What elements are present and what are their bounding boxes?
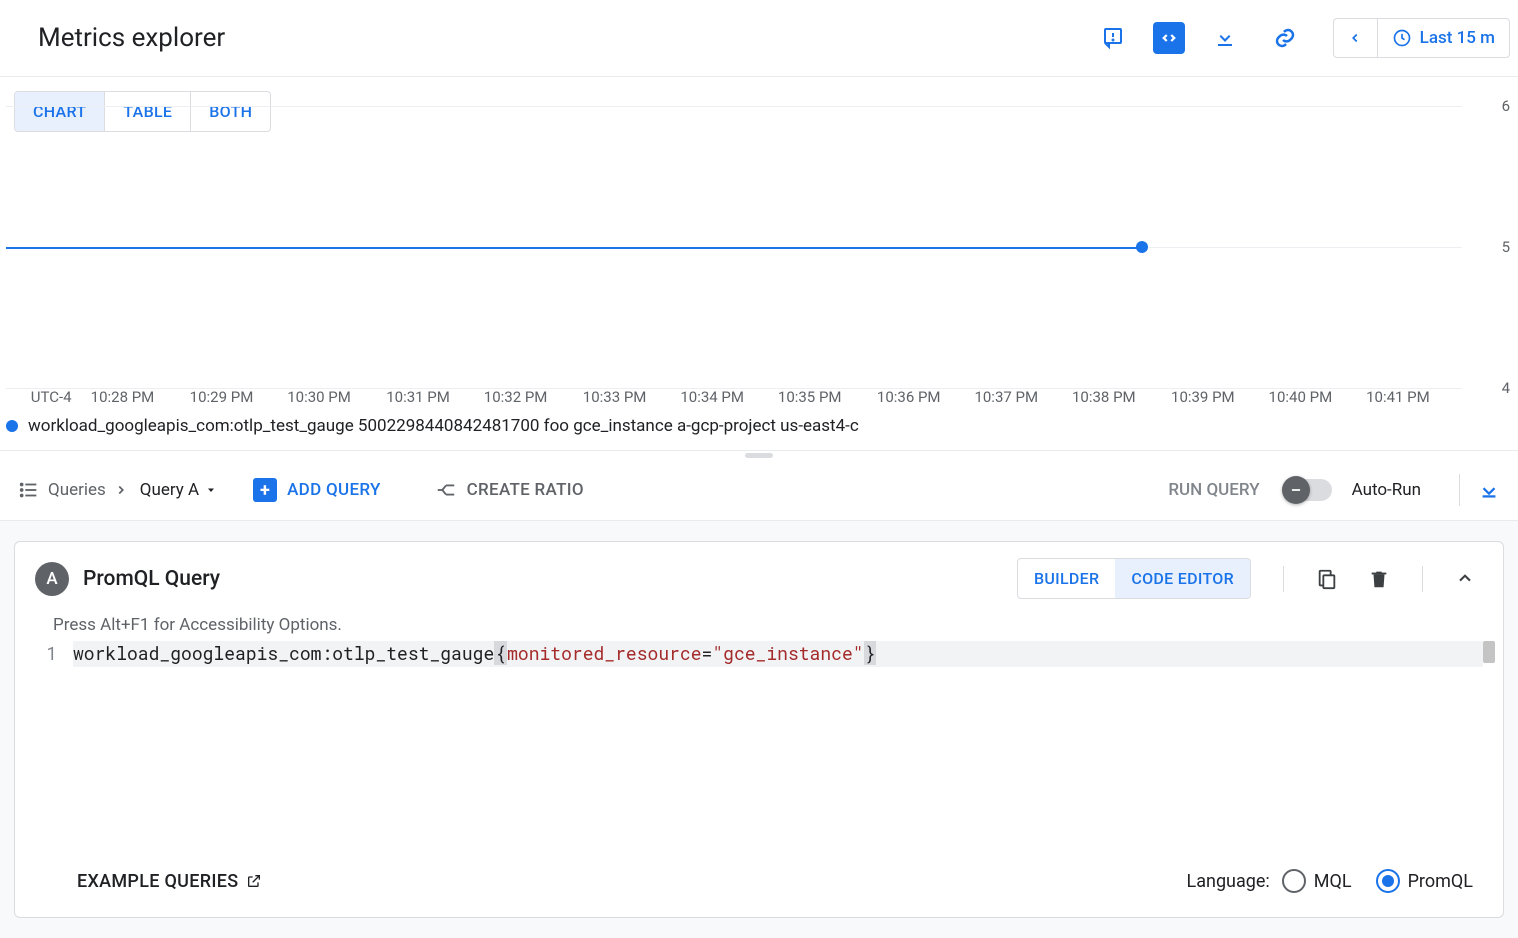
list-icon [18,479,40,501]
auto-run-toggle[interactable] [1284,479,1332,501]
editor-header: A PromQL Query BUILDER CODE EDITOR [15,542,1503,615]
query-badge: A [35,562,69,596]
page-title: Metrics explorer [38,23,1093,53]
header: Metrics explorer Last 15 m [0,0,1518,77]
x-tick-label: UTC-4 [31,388,72,406]
download-icon[interactable] [1205,18,1245,58]
line-number: 1 [43,641,73,849]
legend-marker [6,420,18,432]
toggle-knob [1282,476,1310,504]
example-queries-link[interactable]: EXAMPLE QUERIES [77,871,262,892]
radio-mql-label: MQL [1314,871,1352,892]
plus-icon: + [253,478,277,502]
caret-down-icon [205,484,217,496]
radio-promql[interactable]: PromQL [1376,869,1473,893]
copy-button[interactable] [1308,568,1346,590]
chart-plot[interactable] [6,106,1462,388]
legend-text: workload_googleapis_com:otlp_test_gauge … [28,416,859,436]
language-label: Language: [1187,871,1270,892]
code-content: workload_googleapis_com:otlp_test_gauge{… [73,641,1483,665]
add-query-label: ADD QUERY [287,480,381,500]
divider [1459,474,1460,506]
query-toolbar: Queries Query A + ADD QUERY CREATE RATIO… [0,460,1518,521]
x-tick-label: 10:28 PM [91,388,155,406]
collapse-button[interactable] [1478,479,1500,501]
mode-builder[interactable]: BUILDER [1018,559,1115,598]
y-tick-label: 4 [1502,379,1510,397]
mode-code-editor[interactable]: CODE EDITOR [1115,559,1250,598]
run-query-button[interactable]: RUN QUERY [1168,480,1259,500]
resize-handle[interactable] [0,451,1518,460]
example-queries-label: EXAMPLE QUERIES [77,871,238,892]
chart-legend: workload_googleapis_com:otlp_test_gauge … [0,412,1518,451]
create-ratio-label: CREATE RATIO [467,480,584,500]
chart: 654 UTC-410:28 PM10:29 PM10:30 PM10:31 P… [6,132,1510,412]
external-link-icon [246,873,262,889]
x-tick-label: 10:37 PM [974,388,1038,406]
current-query-label: Query A [140,480,199,500]
x-tick-label: 10:39 PM [1171,388,1235,406]
radio-icon [1282,869,1306,893]
x-tick-label: 10:33 PM [583,388,647,406]
time-range-button[interactable]: Last 15 m [1378,28,1509,48]
code-icon[interactable] [1153,22,1185,54]
x-tick-label: 10:29 PM [190,388,254,406]
editor-title: PromQL Query [83,567,1003,591]
gridline [6,106,1462,107]
code-editor[interactable]: 1 workload_googleapis_com:otlp_test_gaug… [15,639,1503,849]
queries-label: Queries [48,480,106,500]
radio-icon [1376,869,1400,893]
x-tick-label: 10:35 PM [778,388,842,406]
create-ratio-button[interactable]: CREATE RATIO [435,479,584,501]
clock-icon [1392,28,1412,48]
divider [1283,566,1284,592]
radio-promql-label: PromQL [1408,871,1473,892]
chevron-right-icon [114,483,128,497]
x-tick-label: 10:31 PM [386,388,450,406]
divider [1422,566,1423,592]
language-radio-group: MQL PromQL [1282,869,1473,893]
series-line [6,247,1142,249]
link-icon[interactable] [1265,18,1305,58]
add-query-button[interactable]: + ADD QUERY [253,478,381,502]
drag-handle-icon [745,453,773,458]
auto-run-label: Auto-Run [1352,480,1421,500]
x-tick-label: 10:32 PM [484,388,548,406]
x-tick-label: 10:40 PM [1269,388,1333,406]
editor-panel: A PromQL Query BUILDER CODE EDITOR Press… [0,521,1518,938]
y-axis: 654 [1470,106,1510,388]
accessibility-hint: Press Alt+F1 for Accessibility Options. [15,615,1503,639]
time-range-picker: Last 15 m [1333,18,1510,58]
time-range-prev[interactable] [1334,19,1378,57]
x-tick-label: 10:34 PM [680,388,744,406]
time-range-label: Last 15 m [1420,28,1495,48]
editor-mode-toggle: BUILDER CODE EDITOR [1017,558,1251,599]
delete-button[interactable] [1360,568,1398,590]
header-actions: Last 15 m [1093,18,1518,58]
x-tick-label: 10:38 PM [1072,388,1136,406]
query-selector[interactable]: Query A [140,480,217,500]
x-axis: UTC-4 10:28 PM 10:29 PM 10:30 PM 10:31 PM 10:… [6,388,1462,412]
scrollbar[interactable] [1483,641,1495,663]
y-tick-label: 5 [1502,238,1510,256]
x-tick-label: 10:30 PM [287,388,351,406]
x-tick-label: 10:36 PM [877,388,941,406]
x-tick-label: 10:41 PM [1366,388,1430,406]
editor-footer: EXAMPLE QUERIES Language: MQL PromQL [15,849,1503,917]
radio-mql[interactable]: MQL [1282,869,1352,893]
collapse-editor-button[interactable] [1447,569,1483,589]
ratio-icon [435,479,457,501]
y-tick-label: 6 [1502,97,1510,115]
editor-card: A PromQL Query BUILDER CODE EDITOR Press… [14,541,1504,918]
series-point[interactable] [1136,241,1148,253]
feedback-icon[interactable] [1093,18,1133,58]
